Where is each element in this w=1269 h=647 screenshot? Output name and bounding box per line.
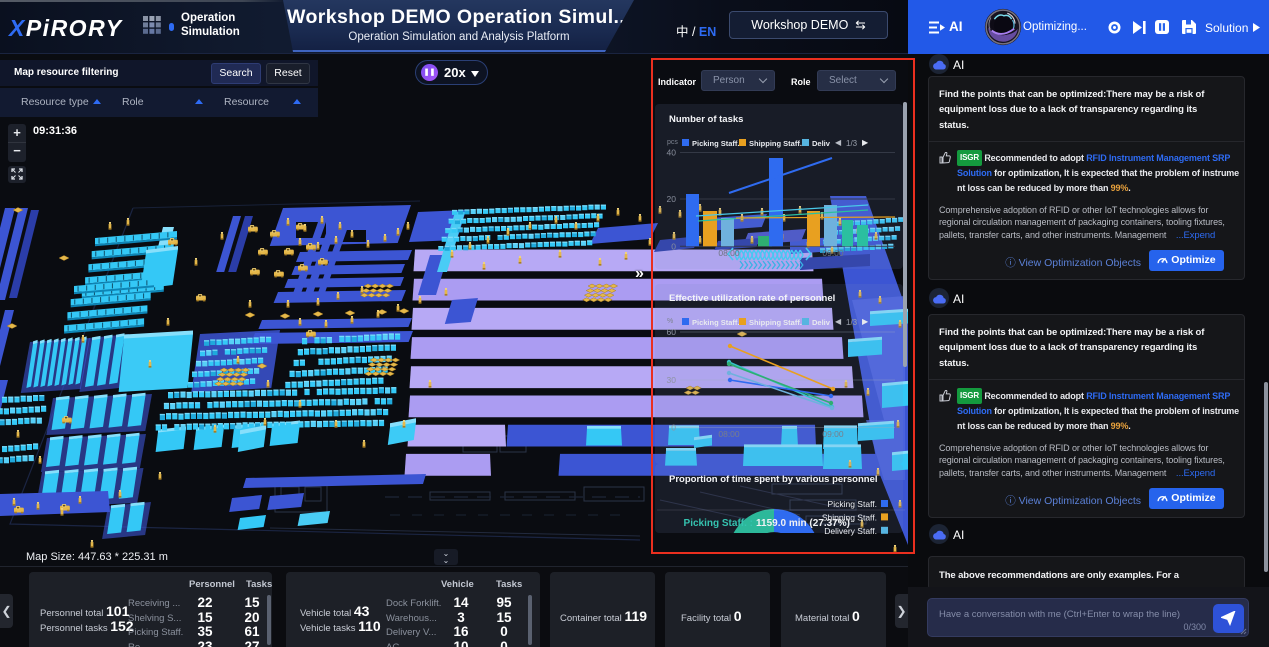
svg-text:0: 0 [671,423,676,433]
svg-text:30: 30 [667,375,677,385]
svg-text:Picking Staff. :: Picking Staff. : [684,518,753,529]
svg-text:20: 20 [667,194,677,204]
svg-text:08:00: 08:00 [718,248,740,258]
svg-text:09:00: 09:00 [822,248,844,258]
svg-text:1159.0 min (27.37%): 1159.0 min (27.37%) [756,518,850,529]
svg-text:60: 60 [667,327,677,337]
svg-text:40: 40 [667,148,677,158]
svg-text:08:00: 08:00 [718,429,740,439]
svg-text:Delivery Staff.: Delivery Staff. [824,526,877,536]
svg-text:Picking Staff.: Picking Staff. [828,499,877,509]
svg-text:0: 0 [671,241,676,251]
svg-text:09:00: 09:00 [822,429,844,439]
svg-text:Shipping Staff.: Shipping Staff. [822,512,877,522]
